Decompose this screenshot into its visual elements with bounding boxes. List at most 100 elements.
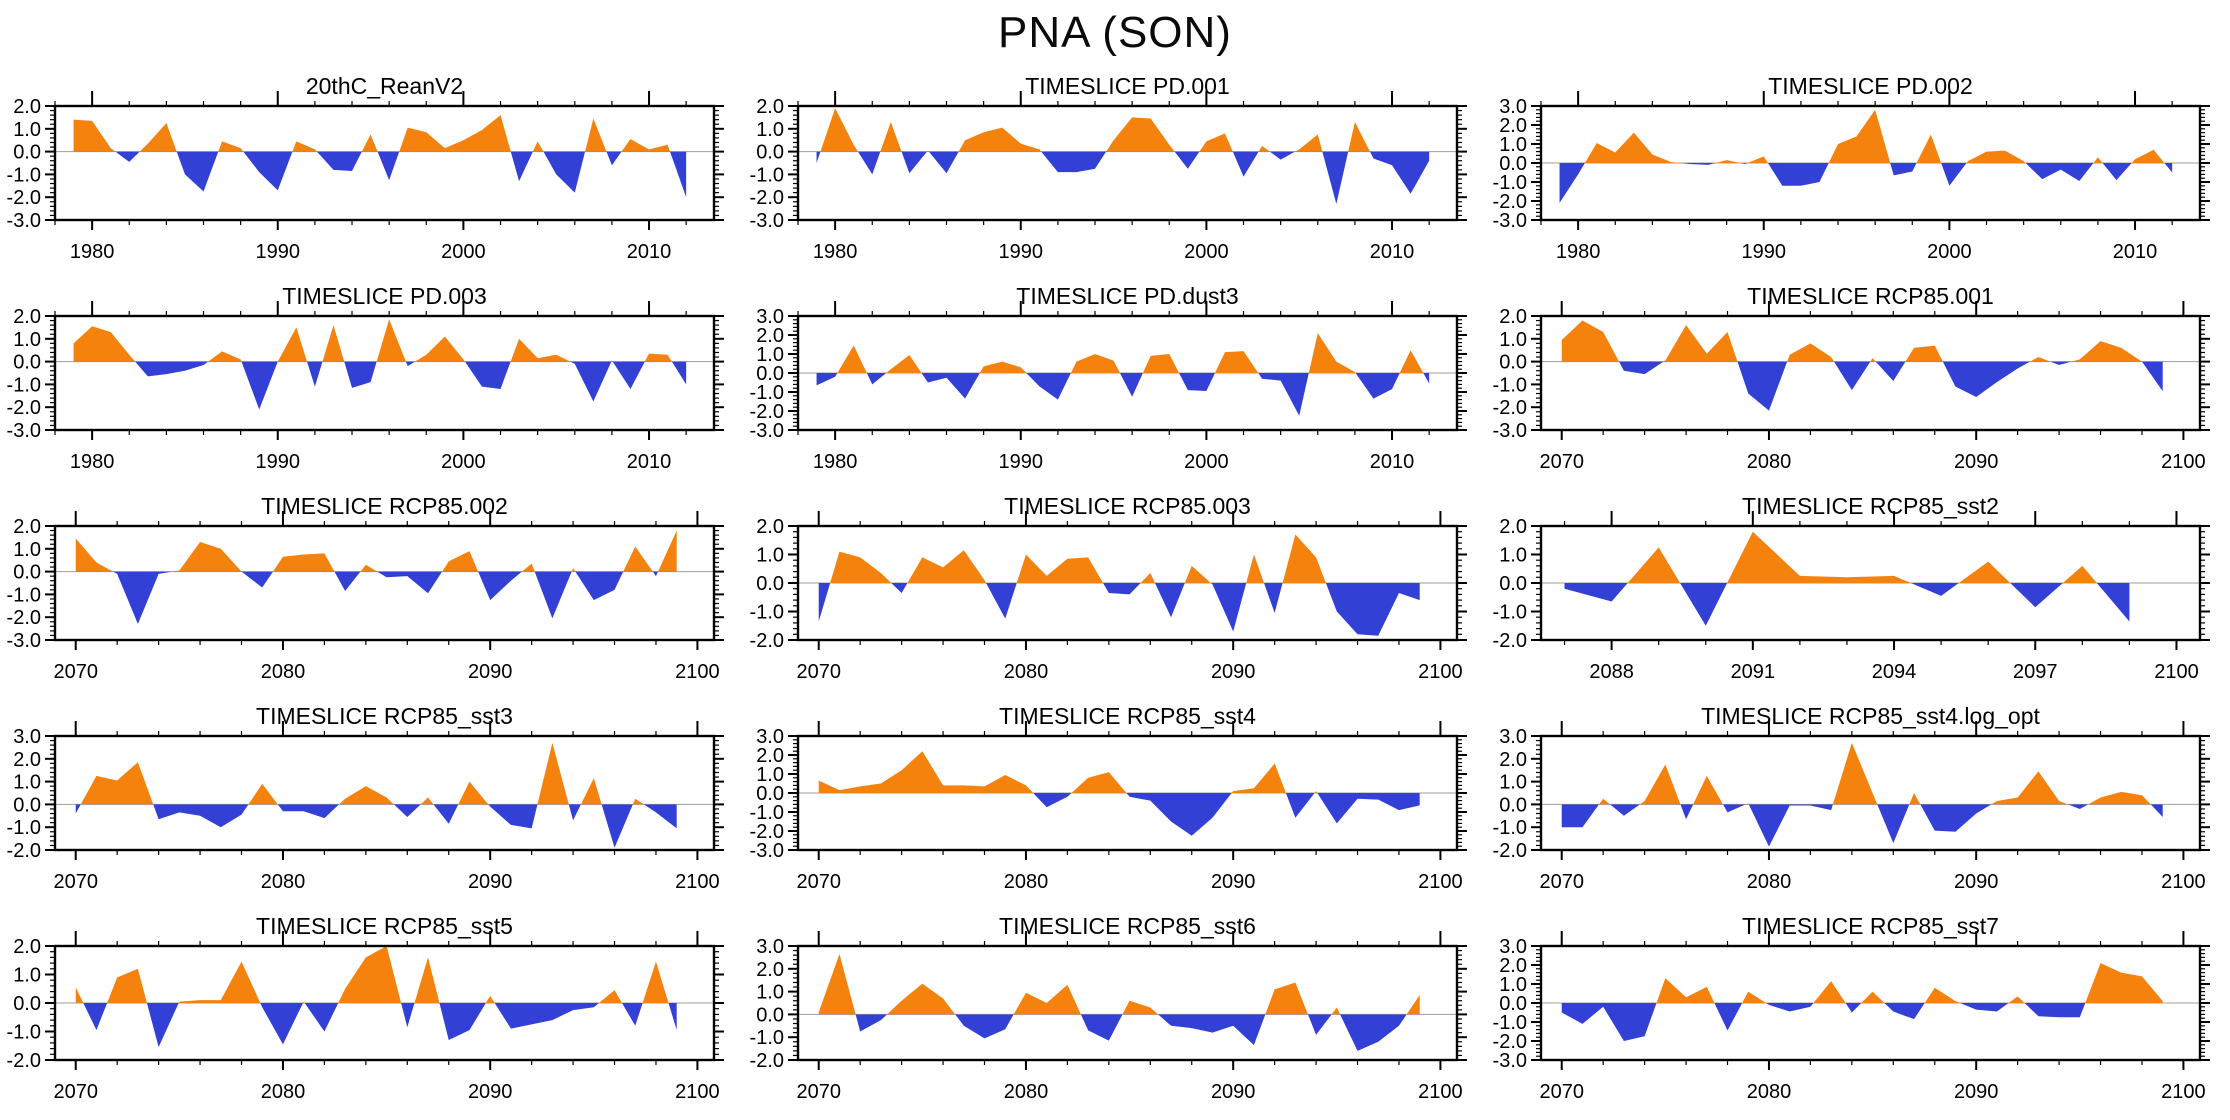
x-tick-label: 2100	[2161, 451, 2206, 473]
chart-plot-svg: TIMESLICE RCP85_sst73.02.01.00.0-1.0-2.0…	[1493, 913, 2210, 1103]
y-tick-label: 2.0	[1499, 749, 1527, 771]
x-tick-label: 2091	[1731, 661, 1776, 683]
positive-anomaly-area	[1561, 320, 2142, 362]
y-tick-label: 1.0	[13, 329, 41, 351]
y-tick-label: 1.0	[756, 982, 784, 1004]
negative-anomaly-area	[73, 361, 687, 410]
axis-ticks	[1531, 511, 2210, 650]
plot-border	[1539, 734, 2202, 852]
x-tick-label: 2080	[261, 871, 306, 893]
axis-labels: 3.02.01.00.0-1.0-2.0-3.0 1980 1990 2000 2010	[750, 306, 1415, 473]
y-tick-label: -2.0	[750, 630, 784, 652]
negative-anomaly-area	[818, 583, 1420, 636]
chart-panel: TIMESLICE RCP85_sst5 2.0 1.0 0.0 -1.0 -2.0 207…	[0, 910, 743, 1120]
x-tick-label: 2070	[1539, 1081, 1584, 1103]
chart-title: TIMESLICE RCP85_sst2	[1742, 493, 1999, 519]
positive-anomaly-area	[73, 319, 672, 362]
y-tick-label: 1.0	[1499, 329, 1527, 351]
chart-title: TIMESLICE RCP85.001	[1747, 283, 1994, 309]
chart-title: TIMESLICE RCP85_sst5	[256, 913, 513, 939]
y-tick-label: -1.0	[750, 802, 784, 824]
chart-panel: TIMESLICE PD.002 3.0 2.0 1.0 0.0 -1.0 -2.0 -3.0…	[1486, 70, 2229, 280]
chart-title: TIMESLICE PD.001	[1025, 73, 1230, 99]
y-tick-label: 0.0	[13, 794, 41, 816]
axis-ticks	[45, 931, 724, 1070]
chart-plot-svg: TIMESLICE RCP85_sst43.02.01.00.0-1.0-2.0…	[750, 703, 1467, 893]
x-tick-label: 2100	[2161, 871, 2206, 893]
negative-anomaly-area	[1561, 361, 2163, 411]
y-tick-label: -2.0	[7, 607, 41, 629]
chart-plot-svg: TIMESLICE RCP85.0012.01.00.0-1.0-2.0-3.0…	[1493, 283, 2210, 473]
y-tick-label: -1.0	[7, 584, 41, 606]
y-tick-label: 1.0	[1499, 772, 1527, 794]
y-tick-label: 0.0	[13, 352, 41, 374]
chart-plot-svg: TIMESLICE PD.001 2.01.00.0-1.0-2.0-3.0 198…	[750, 73, 1467, 263]
axis-ticks	[788, 91, 1467, 230]
axis-labels: 2.01.00.0-1.0-2.0-3.0 2070 2080 2090 2100	[7, 516, 720, 683]
x-tick-label: 2010	[1370, 451, 1415, 473]
y-tick-label: 0.0	[756, 783, 784, 805]
x-tick-label: 2097	[2013, 661, 2058, 683]
x-tick-label: 2090	[1954, 871, 1999, 893]
axis-ticks	[45, 301, 724, 440]
axis-labels: 2.0 1.0 0.0 -1.0 -2.0 2070 2080 2090 2100	[7, 936, 720, 1103]
chart-title: 20thC_ReanV2	[306, 73, 463, 99]
y-tick-label: 2.0	[1499, 516, 1527, 538]
x-tick-label: 2100	[675, 871, 720, 893]
y-tick-label: 1.0	[756, 344, 784, 366]
x-tick-label: 2000	[1184, 241, 1229, 263]
axis-ticks	[45, 511, 724, 650]
page-title: PNA (SON)	[998, 8, 1232, 57]
y-tick-label: -2.0	[750, 821, 784, 843]
axis-labels: 3.02.01.00.0-1.0-2.0-3.0 1980 1990 2000 2010	[1493, 96, 2158, 263]
x-tick-label: 2000	[1927, 241, 1972, 263]
positive-anomaly-area	[75, 742, 677, 805]
plot-border	[53, 314, 716, 432]
axis-labels: 3.02.01.00.0-1.0-2.0-3.0 2070 2080 2090 2100	[750, 726, 1463, 893]
y-tick-label: -2.0	[1493, 840, 1527, 862]
y-tick-label: 1.0	[1499, 974, 1527, 996]
x-tick-label: 2000	[441, 451, 486, 473]
chart-title: TIMESLICE RCP85_sst7	[1742, 913, 1999, 939]
chart-title: TIMESLICE RCP85.003	[1004, 493, 1251, 519]
axis-ticks	[1531, 301, 2210, 440]
x-tick-label: 2000	[1184, 451, 1229, 473]
chart-panel: TIMESLICE RCP85_sst4 3.0 2.0 1.0 0.0 -1.0 -2.0…	[743, 700, 1486, 910]
y-tick-label: 3.0	[756, 306, 784, 328]
negative-anomaly-area	[75, 1003, 677, 1048]
chart-panel: TIMESLICE RCP85_sst7 3.0 2.0 1.0 0.0 -1.0 -2.0…	[1486, 910, 2229, 1120]
axis-ticks	[788, 931, 1467, 1070]
x-tick-label: 2070	[1539, 871, 1584, 893]
negative-anomaly-area	[75, 804, 677, 848]
x-tick-label: 2070	[796, 661, 841, 683]
charts-grid: 20thC_ReanV2 2.0 1.0 0.0 -1.0 -2.0 -3.0 1980 199…	[0, 70, 2230, 1120]
x-tick-label: 1980	[813, 241, 858, 263]
chart-panel: TIMESLICE PD.dust3 3.0 2.0 1.0 0.0 -1.0 -2.0 -3…	[743, 280, 1486, 490]
chart-plot-svg: TIMESLICE RCP85_sst5 2.0 1.0 0.0 -1.0 -2.0 207…	[7, 913, 724, 1103]
x-tick-label: 2010	[627, 451, 672, 473]
y-tick-label: -1.0	[7, 374, 41, 396]
plot-border	[53, 524, 716, 642]
chart-plot-svg: TIMESLICE RCP85_sst2 2.0 1.0 0.0 -1.0 -2.0 208…	[1493, 493, 2210, 683]
y-tick-label: 2.0	[1499, 306, 1527, 328]
positive-anomaly-area	[1559, 109, 2173, 163]
y-tick-label: -2.0	[7, 187, 41, 209]
x-tick-label: 2080	[261, 661, 306, 683]
y-tick-label: -3.0	[750, 420, 784, 442]
x-tick-label: 2080	[1747, 451, 1792, 473]
y-tick-label: -2.0	[1493, 191, 1527, 213]
x-tick-label: 2000	[441, 241, 486, 263]
x-tick-label: 2090	[1211, 871, 1256, 893]
y-tick-label: -1.0	[750, 382, 784, 404]
chart-plot-svg: TIMESLICE RCP85_sst33.02.01.00.0-1.0-2.0…	[7, 703, 724, 893]
axis-ticks	[45, 91, 724, 230]
y-tick-label: 2.0	[756, 959, 784, 981]
axis-labels: 2.01.00.0-1.0-2.0-3.0 1980 1990 2000 2010	[750, 96, 1415, 263]
chart-title: TIMESLICE RCP85_sst4	[999, 703, 1256, 729]
chart-title: TIMESLICE PD.dust3	[1016, 283, 1238, 309]
y-tick-label: 3.0	[1499, 936, 1527, 958]
y-tick-label: 1.0	[13, 539, 41, 561]
plot-border	[796, 944, 1459, 1062]
y-tick-label: 0.0	[756, 573, 784, 595]
